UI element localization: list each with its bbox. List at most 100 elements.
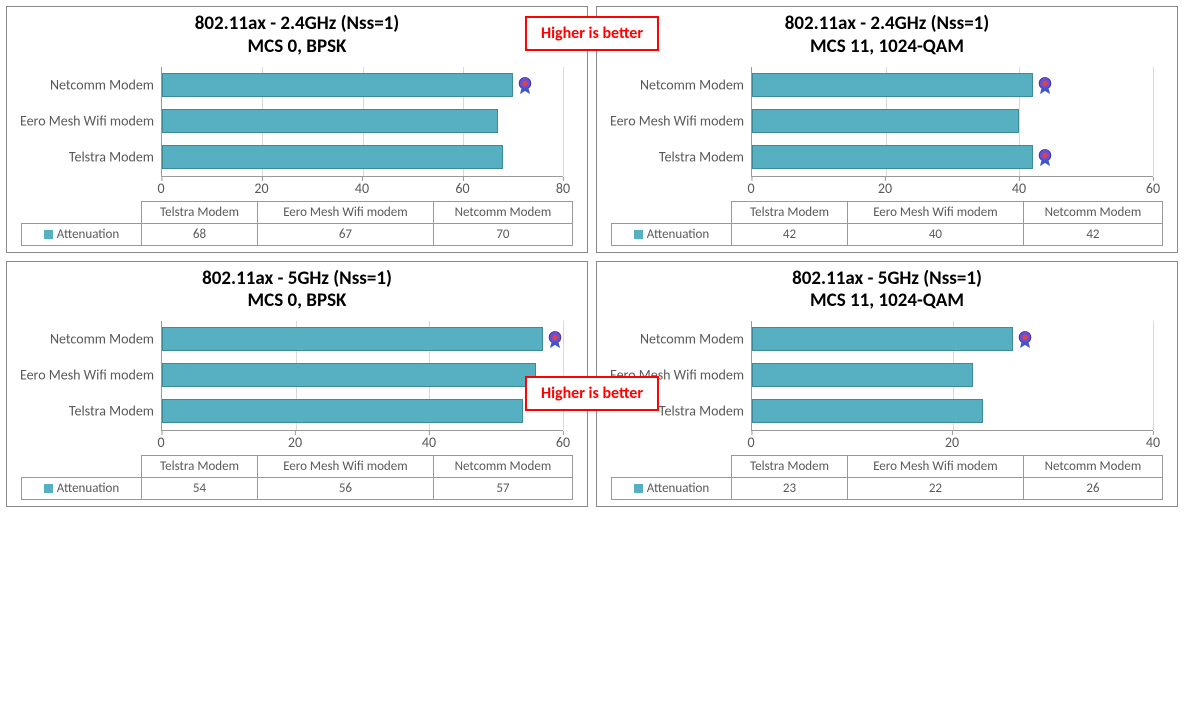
bar: [162, 73, 513, 97]
y-axis-label: Telstra Modem: [659, 403, 752, 420]
table-value-cell: 26: [1023, 478, 1162, 500]
table-header-cell: Eero Mesh Wifi modem: [257, 201, 433, 223]
chart-title-line2: MCS 0, BPSK: [21, 290, 573, 313]
table-header-cell: Eero Mesh Wifi modem: [847, 201, 1023, 223]
gridline: [1153, 67, 1154, 176]
winner-badge-icon: [515, 75, 535, 95]
gridline: [563, 67, 564, 176]
x-tick-label: 40: [1146, 434, 1160, 451]
data-table: Telstra ModemEero Mesh Wifi modemNetcomm…: [611, 455, 1163, 500]
panel-24ghz-mcs11: 802.11ax - 2.4GHz (Nss=1)MCS 11, 1024-QA…: [596, 6, 1178, 253]
table-header-cell: Telstra Modem: [732, 456, 848, 478]
plot-area: Netcomm Modem Eero Mesh Wifi modemTelstr…: [161, 321, 563, 431]
table-header-cell: Telstra Modem: [142, 456, 258, 478]
x-tick-label: 40: [1012, 180, 1026, 197]
x-tick-label: 60: [556, 434, 570, 451]
bar-row: Netcomm Modem: [752, 67, 1153, 103]
y-axis-label: Netcomm Modem: [50, 331, 162, 348]
table-corner-cell: [22, 456, 142, 478]
chart-title-line2: MCS 11, 1024-QAM: [611, 290, 1163, 313]
data-table: Telstra ModemEero Mesh Wifi modemNetcomm…: [21, 455, 573, 500]
bar-row: Telstra Modem: [752, 393, 1153, 429]
y-axis-label: Eero Mesh Wifi modem: [20, 367, 162, 384]
chart-area: Netcomm Modem Eero Mesh Wifi modemTelstr…: [161, 321, 563, 453]
table-legend-cell: Attenuation: [22, 223, 142, 245]
table-value-cell: 22: [847, 478, 1023, 500]
table-value-cell: 67: [257, 223, 433, 245]
table-corner-cell: [22, 201, 142, 223]
note-top: Higher is better: [525, 16, 659, 51]
chart-title: 802.11ax - 2.4GHz (Nss=1)MCS 11, 1024-QA…: [611, 13, 1163, 59]
chart-title-line1: 802.11ax - 2.4GHz (Nss=1): [611, 13, 1163, 36]
table-value-cell: 56: [257, 478, 433, 500]
bar: [162, 327, 543, 351]
legend-label: Attenuation: [57, 227, 119, 242]
x-tick-label: 60: [1146, 180, 1160, 197]
chart-title-line2: MCS 11, 1024-QAM: [611, 36, 1163, 59]
note-bottom: Higher is better: [525, 376, 659, 411]
chart-title-line2: MCS 0, BPSK: [21, 36, 573, 59]
bar: [752, 145, 1033, 169]
chart-grid: Higher is better Higher is better 802.11…: [6, 6, 1178, 507]
x-axis-ticks: 020406080: [161, 177, 563, 199]
x-tick-label: 0: [747, 434, 754, 451]
y-axis-label: Eero Mesh Wifi modem: [20, 112, 162, 129]
table-header-cell: Netcomm Modem: [1023, 456, 1162, 478]
legend-label: Attenuation: [647, 481, 709, 496]
x-tick-label: 20: [945, 434, 959, 451]
gridline: [1153, 321, 1154, 430]
bar: [162, 109, 498, 133]
table-corner-cell: [612, 456, 732, 478]
table-value-cell: 23: [732, 478, 848, 500]
legend-label: Attenuation: [57, 481, 119, 496]
data-table: Telstra ModemEero Mesh Wifi modemNetcomm…: [21, 201, 573, 246]
winner-badge-icon: [545, 329, 565, 349]
bar-row: Telstra Modem: [162, 139, 563, 175]
bar-row: Eero Mesh Wifi modem: [752, 103, 1153, 139]
x-tick-label: 20: [288, 434, 302, 451]
plot-area: Netcomm Modem Eero Mesh Wifi modemTelstr…: [751, 321, 1153, 431]
x-axis-ticks: 02040: [751, 431, 1153, 453]
bar-row: Netcomm Modem: [162, 67, 563, 103]
bar-row: Netcomm Modem: [162, 321, 563, 357]
chart-area: Netcomm Modem Eero Mesh Wifi modemTelstr…: [751, 67, 1153, 199]
chart-title-line1: 802.11ax - 5GHz (Nss=1): [21, 268, 573, 291]
bar: [752, 73, 1033, 97]
legend-swatch-icon: [44, 484, 53, 493]
panel-5ghz-mcs0: 802.11ax - 5GHz (Nss=1)MCS 0, BPSK Netcom…: [6, 261, 588, 508]
y-axis-label: Netcomm Modem: [640, 76, 752, 93]
chart-area: Netcomm Modem Eero Mesh Wifi modemTelstr…: [161, 67, 563, 199]
x-tick-label: 60: [455, 180, 469, 197]
bar-row: Eero Mesh Wifi modem: [162, 103, 563, 139]
table-header-cell: Eero Mesh Wifi modem: [257, 456, 433, 478]
winner-badge-icon: [1035, 147, 1055, 167]
bar: [162, 399, 523, 423]
x-tick-label: 20: [254, 180, 268, 197]
x-tick-label: 20: [878, 180, 892, 197]
bar-row: Telstra Modem: [752, 139, 1153, 175]
panel-5ghz-mcs11: 802.11ax - 5GHz (Nss=1)MCS 11, 1024-QAM N…: [596, 261, 1178, 508]
bar-row: Eero Mesh Wifi modem: [162, 357, 563, 393]
table-header-cell: Netcomm Modem: [1023, 201, 1162, 223]
winner-badge-icon: [1015, 329, 1035, 349]
winner-badge-icon: [1035, 75, 1055, 95]
chart-area: Netcomm Modem Eero Mesh Wifi modemTelstr…: [751, 321, 1153, 453]
table-corner-cell: [612, 201, 732, 223]
x-tick-label: 40: [422, 434, 436, 451]
x-tick-label: 40: [355, 180, 369, 197]
chart-title-line1: 802.11ax - 5GHz (Nss=1): [611, 268, 1163, 291]
y-axis-label: Telstra Modem: [69, 403, 162, 420]
table-legend-cell: Attenuation: [612, 478, 732, 500]
table-value-cell: 70: [433, 223, 572, 245]
bar: [752, 327, 1013, 351]
table-legend-cell: Attenuation: [22, 478, 142, 500]
bar: [162, 145, 503, 169]
table-header-cell: Netcomm Modem: [433, 201, 572, 223]
x-tick-label: 0: [747, 180, 754, 197]
table-value-cell: 68: [142, 223, 258, 245]
y-axis-label: Netcomm Modem: [50, 76, 162, 93]
table-value-cell: 42: [1023, 223, 1162, 245]
table-header-cell: Netcomm Modem: [433, 456, 572, 478]
y-axis-label: Eero Mesh Wifi modem: [610, 112, 752, 129]
panel-24ghz-mcs0: 802.11ax - 2.4GHz (Nss=1)MCS 0, BPSKNetc…: [6, 6, 588, 253]
